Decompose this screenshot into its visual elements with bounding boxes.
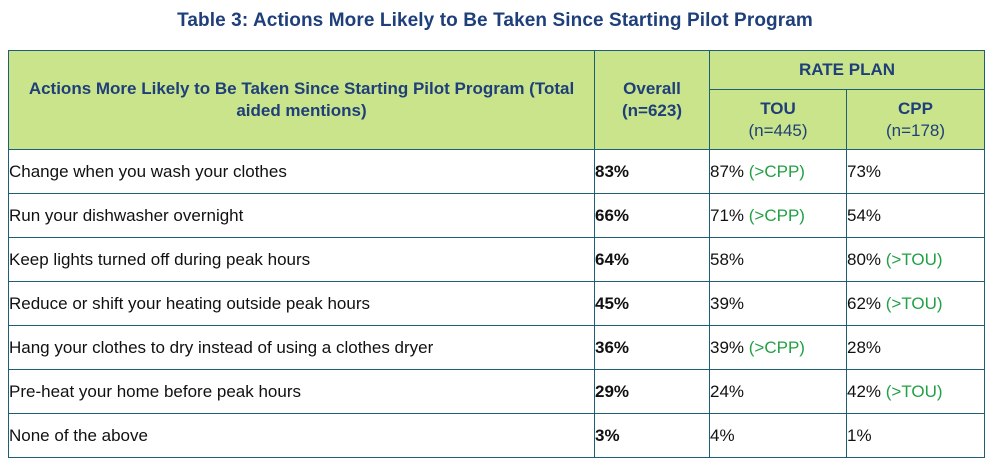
row-tou: 24% (709, 369, 847, 414)
table-caption: Table 3: Actions More Likely to Be Taken… (177, 10, 813, 31)
row-overall: 45% (594, 281, 710, 326)
tou-value: 71% (710, 205, 745, 225)
row-cpp: 62% (>TOU) (845, 281, 986, 326)
tou-significance: (>CPP) (748, 205, 805, 225)
table-row: Change when you wash your clothes 83% 87… (8, 149, 986, 194)
header-overall-label: Overall (623, 79, 681, 98)
cpp-significance: (>TOU) (885, 293, 943, 313)
cpp-significance: (>TOU) (885, 249, 943, 269)
header-cpp-label: CPP (898, 98, 933, 118)
tou-value: 39% (710, 293, 745, 313)
actions-table: Actions More Likely to Be Taken Since St… (8, 49, 986, 458)
row-action: Pre-heat your home before peak hours (8, 369, 595, 414)
row-tou: 87% (>CPP) (709, 149, 847, 194)
row-overall: 3% (594, 413, 710, 458)
row-cpp: 28% (845, 325, 986, 370)
header-tou-n: (n=445) (748, 120, 808, 140)
cpp-value: 73% (847, 161, 882, 181)
header-actions: Actions More Likely to Be Taken Since St… (8, 50, 595, 150)
tou-value: 87% (710, 161, 745, 181)
row-overall: 66% (594, 193, 710, 238)
header-rate-plan: RATE PLAN (708, 49, 986, 91)
row-overall: 83% (594, 149, 710, 194)
row-tou: 71% (>CPP) (709, 193, 847, 238)
row-overall: 29% (594, 369, 710, 414)
header-overall-n: (n=623) (622, 101, 682, 120)
cpp-value: 1% (847, 425, 872, 445)
row-action: Hang your clothes to dry instead of usin… (8, 325, 595, 370)
row-cpp: 54% (845, 193, 986, 238)
tou-value: 58% (710, 249, 745, 269)
cpp-value: 54% (847, 205, 882, 225)
table-row: None of the above 3% 4% 1% (8, 413, 986, 458)
table-row: Reduce or shift your heating outside pea… (8, 281, 986, 326)
table-row: Pre-heat your home before peak hours 29%… (8, 369, 986, 414)
header-cpp: CPP (n=178) (845, 89, 986, 150)
row-tou: 58% (709, 237, 847, 282)
table-row: Hang your clothes to dry instead of usin… (8, 325, 986, 370)
cpp-significance: (>TOU) (885, 381, 943, 401)
row-action: Run your dishwasher overnight (8, 193, 595, 238)
header-tou-label: TOU (760, 98, 796, 118)
row-tou: 39% (>CPP) (709, 325, 847, 370)
header-cpp-n: (n=178) (885, 120, 946, 140)
row-action: Keep lights turned off during peak hours (8, 237, 595, 282)
row-action: Change when you wash your clothes (8, 149, 595, 194)
tou-significance: (>CPP) (748, 161, 805, 181)
tou-value: 4% (710, 425, 735, 445)
row-tou: 4% (709, 413, 847, 458)
cpp-value: 28% (847, 337, 882, 357)
row-cpp: 42% (>TOU) (845, 369, 986, 414)
tou-value: 24% (710, 381, 745, 401)
tou-significance: (>CPP) (748, 337, 805, 357)
tou-value: 39% (710, 337, 745, 357)
row-tou: 39% (709, 281, 847, 326)
row-overall: 36% (594, 325, 710, 370)
row-action: Reduce or shift your heating outside pea… (8, 281, 595, 326)
table-row: Run your dishwasher overnight 66% 71% (>… (8, 193, 986, 238)
row-cpp: 80% (>TOU) (845, 237, 986, 282)
row-cpp: 1% (845, 413, 986, 458)
header-overall: Overall (n=623) (594, 50, 710, 150)
cpp-value: 62% (847, 293, 882, 313)
row-cpp: 73% (845, 149, 986, 194)
header-tou: TOU (n=445) (709, 89, 847, 150)
row-action: None of the above (8, 413, 595, 458)
cpp-value: 42% (847, 381, 882, 401)
row-overall: 64% (594, 237, 710, 282)
table-row: Keep lights turned off during peak hours… (8, 237, 986, 282)
cpp-value: 80% (847, 249, 882, 269)
